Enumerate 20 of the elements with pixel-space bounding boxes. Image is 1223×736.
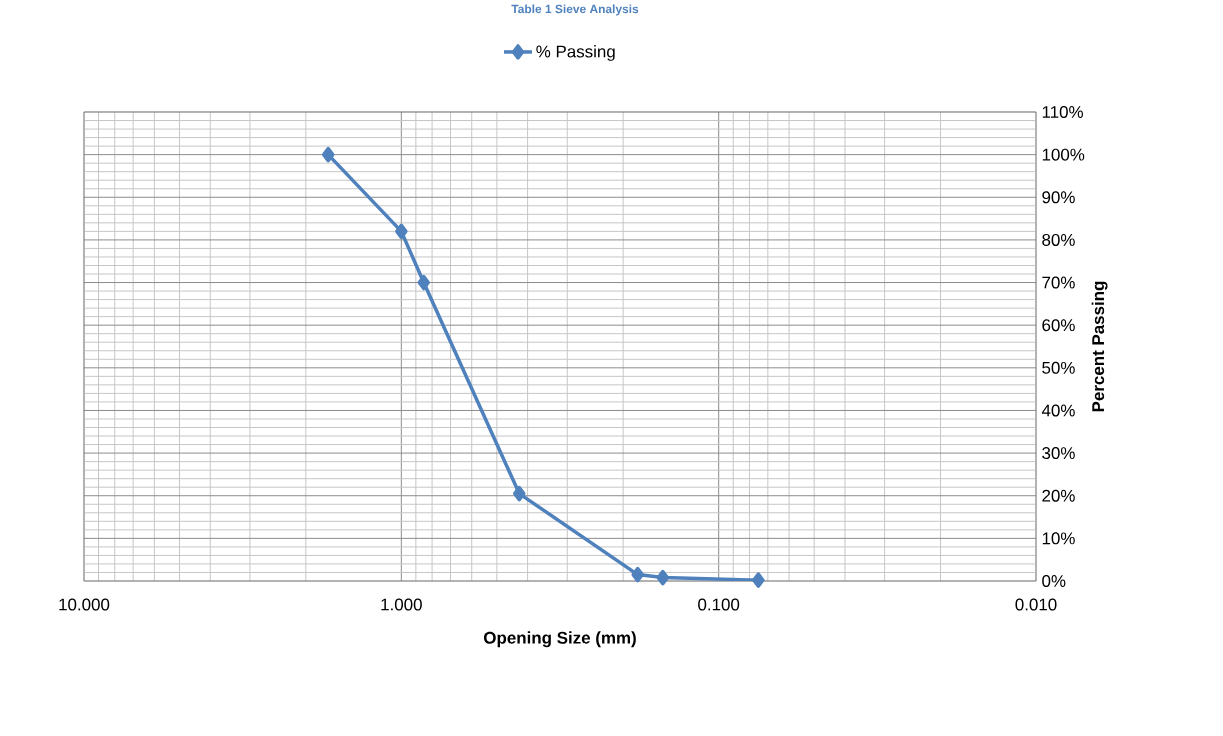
- y-axis-title: Percent Passing: [1091, 281, 1108, 412]
- y-tick-label: 10%: [1042, 532, 1075, 545]
- y-tick-label: 100%: [1042, 148, 1085, 161]
- y-tick-label: 20%: [1042, 489, 1075, 502]
- legend-label: % Passing: [536, 45, 615, 61]
- y-tick-label: 70%: [1042, 276, 1075, 289]
- x-tick-label: 0.010: [1015, 598, 1057, 611]
- y-tick-label: 30%: [1042, 447, 1075, 460]
- x-tick-label: 0.100: [698, 598, 740, 611]
- y-tick-label: 0%: [1042, 575, 1066, 587]
- x-tick-label: 10.000: [59, 598, 110, 611]
- y-tick-label: 110%: [1042, 106, 1083, 118]
- x-axis-title: Opening Size (mm): [484, 631, 636, 648]
- chart-title: Table 1 Sieve Analysis: [511, 4, 639, 16]
- y-tick-label: 80%: [1042, 233, 1075, 246]
- y-tick-label: 50%: [1042, 361, 1075, 374]
- y-tick-label: 40%: [1041, 404, 1075, 417]
- y-tick-label: 60%: [1042, 319, 1075, 332]
- y-tick-label: 90%: [1042, 191, 1075, 204]
- x-tick-label: 1.000: [381, 598, 422, 611]
